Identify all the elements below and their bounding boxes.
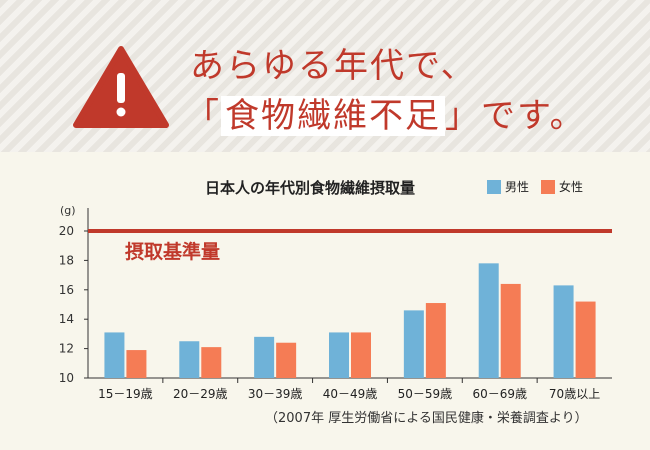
heading-tail: です。 [481,96,586,136]
bar-female [500,283,521,378]
bar-female [351,332,371,378]
x-tick-label: 50－59歳 [398,387,453,401]
bar-male [553,285,574,378]
y-axis-unit: (g) [60,204,76,217]
heading-line1: あらゆる年代で、 [190,46,477,86]
x-tick-label: 60－69歳 [472,387,527,401]
x-tick-label: 70歳以上 [549,387,600,401]
bar-female [276,342,297,378]
bar-male [254,336,275,378]
bar-male [179,341,200,378]
y-tick-label: 10 [59,371,74,385]
warning-triangle-icon [73,46,169,128]
chart-legend: 男性 女性 [487,178,583,195]
bar-female [425,303,446,378]
x-tick-label: 20－29歳 [173,387,228,401]
reference-line-label: 摂取基準量 [125,240,220,263]
chart-title: 日本人の年代別食物繊維摂取量 [204,179,415,197]
bar-male [478,263,499,378]
source-note: （2007年 厚生労働省による国民健康・栄養調査より） [265,411,588,426]
legend-swatch-female [541,179,556,194]
x-tick-label: 40－49歳 [323,387,378,401]
legend-item-female: 女性 [541,178,583,195]
y-tick-label: 18 [59,253,74,267]
bar-female [201,347,222,378]
y-tick-label: 12 [59,342,74,356]
y-tick-label: 16 [59,283,74,297]
bracket-open: 「 [185,96,221,136]
legend-item-male: 男性 [487,178,529,195]
y-tick-label: 20 [59,224,74,238]
bar-male [104,332,125,378]
legend-label-male: 男性 [505,180,530,194]
bar-male [403,310,424,378]
bracket-close: 」 [445,96,481,136]
bar-female [575,301,596,378]
legend-swatch-male [487,179,501,194]
x-tick-label: 30－39歳 [248,387,303,401]
header-band: あらゆる年代で、 「食物繊維不足 」です。 [0,0,650,152]
bar-female [126,350,147,378]
legend-label-female: 女性 [559,180,584,194]
y-tick-label: 14 [59,312,74,326]
chart-panel [0,152,650,450]
heading-line2: 「食物繊維不足 」です。 [185,88,586,137]
x-tick-label: 15－19歳 [98,387,153,401]
heading-highlight: 食物繊維不足 [221,96,445,136]
bar-male [329,332,349,378]
